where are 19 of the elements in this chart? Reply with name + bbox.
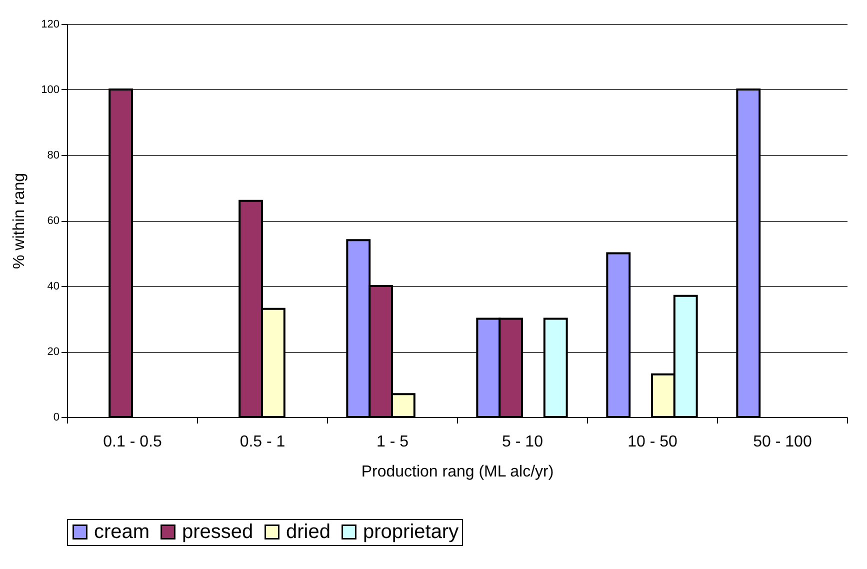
x-tick-label: 10 - 50	[628, 434, 678, 450]
x-tick-label: 1 - 5	[376, 434, 409, 450]
y-tick-label: 60	[47, 215, 60, 227]
x-tick-label: 0.5 - 1	[240, 434, 286, 450]
legend-label: dried	[286, 521, 330, 543]
x-tick-label: 0.1 - 0.5	[103, 434, 162, 450]
legend-label: proprietary	[363, 521, 459, 543]
y-tick-label: 40	[47, 280, 60, 292]
y-axis-title: % within rang	[11, 172, 28, 270]
x-axis-title: Production rang (ML alc/yr)	[361, 464, 554, 480]
y-tick-label: 20	[47, 346, 60, 358]
y-tick-label: 100	[41, 84, 60, 96]
legend-label: pressed	[182, 521, 254, 543]
y-tick-label: 80	[47, 150, 60, 162]
y-tick-label: 0	[53, 412, 60, 424]
x-tick-label: 50 - 100	[753, 434, 812, 450]
y-tick-label: 120	[41, 18, 60, 30]
x-tick-label: 5 - 10	[502, 434, 544, 450]
legend-label: cream	[94, 521, 150, 543]
